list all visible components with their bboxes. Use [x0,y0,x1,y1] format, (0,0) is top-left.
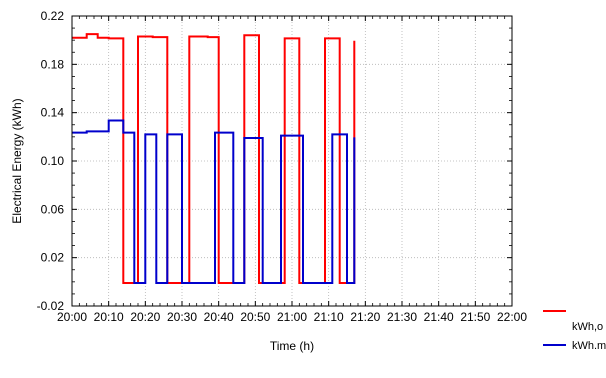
x-tick-label: 20:00 [57,310,87,324]
x-tick-label: 20:30 [167,310,197,324]
y-axis-title: Electrical Energy (kWh) [10,98,24,223]
x-tick-label: 21:30 [387,310,417,324]
x-tick-label: 20:50 [240,310,270,324]
x-tick-label: 21:40 [424,310,454,324]
y-tick-labels: -0.02 0.02 0.06 0.10 0.14 0.18 0.22 [37,9,65,313]
x-axis-title: Time (h) [270,339,314,353]
x-tick-label: 21:10 [314,310,344,324]
x-tick-label: 20:40 [204,310,234,324]
series-line-kwh-m [72,119,356,284]
x-tick-label: 22:00 [497,310,527,324]
y-tick-label: 0.14 [41,106,65,120]
y-tick-label: -0.02 [37,299,65,313]
legend-label-kwh-o: kWh,o [572,321,603,333]
x-tick-label: 21:20 [350,310,380,324]
legend[interactable]: kWh,o kWh.m [543,310,606,352]
y-tick-label: 0.02 [41,251,65,265]
x-tick-label: 20:10 [94,310,124,324]
x-tick-label: 21:00 [277,310,307,324]
axis-ticks [71,15,513,307]
series-layer [72,33,356,284]
x-tick-label: 20:20 [130,310,160,324]
y-tick-label: 0.18 [41,57,65,71]
x-tick-labels: 20:00 20:10 20:20 20:30 20:40 20:50 21:00 21:10… [57,310,527,324]
y-tick-label: 0.10 [41,154,65,168]
y-tick-label: 0.22 [41,9,65,23]
legend-label-kwh-m: kWh.m [572,340,606,352]
y-tick-label: 0.06 [41,202,65,216]
x-tick-label: 21:50 [460,310,490,324]
